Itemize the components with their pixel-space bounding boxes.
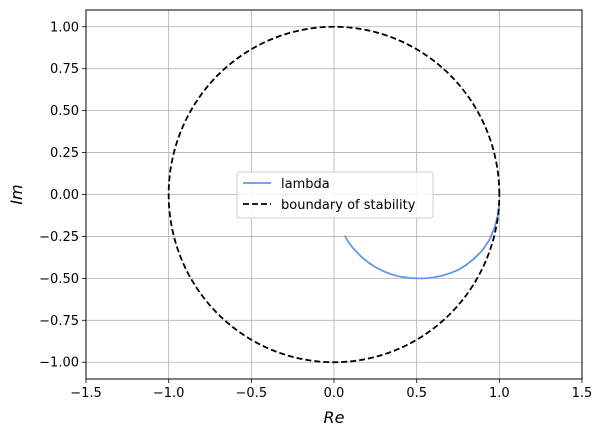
legend: lambda boundary of stability — [236, 171, 434, 219]
plot-area — [167, 25, 501, 364]
legend-label-lambda: lambda — [281, 177, 330, 192]
y-tick-label: −0.25 — [39, 230, 79, 245]
y-tick-label: 0.50 — [50, 104, 79, 119]
y-tick-label: 0.00 — [50, 188, 79, 203]
lambda-series-line — [343, 202, 501, 280]
x-tick-label: 1.0 — [489, 386, 510, 401]
x-tick-label: 1.5 — [572, 386, 593, 401]
x-tick-label: 0.0 — [324, 386, 345, 401]
y-tick-label: 1.00 — [50, 20, 79, 35]
y-tick-label: −1.00 — [39, 356, 79, 371]
x-tick-label: −1.0 — [153, 386, 185, 401]
y-axis-label: Im — [7, 184, 26, 204]
x-tick-label: −0.5 — [236, 386, 268, 401]
boundary-of-stability-line — [167, 25, 501, 364]
y-tick-label: −0.75 — [39, 314, 79, 329]
x-tick-label: 0.5 — [406, 386, 427, 401]
tick-layer: −1.5 −1.0 −0.5 0.0 0.5 1.0 1.5 1.00 0.75 0.50 0.25… — [39, 20, 592, 401]
legend-label-boundary: boundary of stability — [281, 198, 416, 213]
y-tick-label: 0.25 — [50, 146, 79, 161]
x-axis-label: Re — [324, 408, 345, 427]
y-tick-label: 0.75 — [50, 62, 79, 77]
y-tick-label: −0.50 — [39, 272, 79, 287]
legend-box — [236, 171, 434, 219]
x-tick-label: −1.5 — [70, 386, 102, 401]
